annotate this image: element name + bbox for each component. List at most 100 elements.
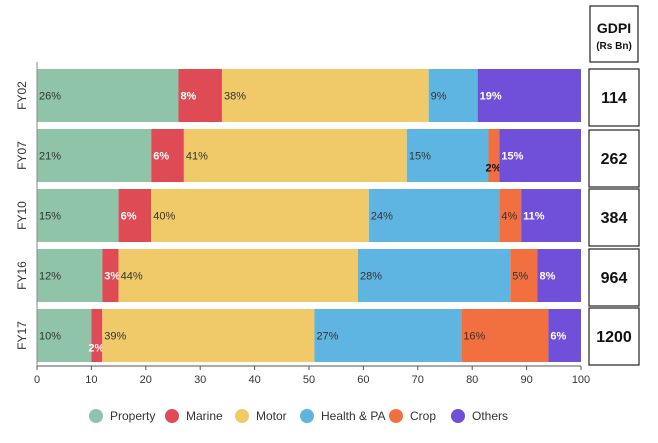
- gdpi-box-fy17: [588, 307, 640, 366]
- data-label-fy16-marine: 3%: [104, 271, 120, 283]
- category-label-fy02: FY02: [15, 81, 29, 110]
- x-tick-label: 10: [85, 374, 97, 386]
- data-label-fy16-others: 8%: [539, 271, 555, 283]
- data-label-fy16-crop: 5%: [512, 271, 528, 283]
- data-label-fy16-motor: 44%: [121, 271, 143, 283]
- data-label-fy17-crop: 16%: [463, 331, 485, 343]
- legend-marker-crop: [389, 409, 403, 423]
- category-label-fy10: FY10: [15, 201, 29, 230]
- legend-marker-motor: [235, 409, 249, 423]
- bar-segment-fy16-health-pa: [357, 249, 511, 302]
- gdpi-header-box: [589, 5, 639, 63]
- data-label-fy10-others: 11%: [523, 211, 545, 223]
- bar-segment-fy10-marine: [118, 189, 152, 242]
- bars-layer: 26% 8% 38% 9% 19%21% 6% 41% 15%2%15%15% 6% 40% 24%…: [37, 69, 581, 362]
- legend-marker-others: [451, 409, 465, 423]
- category-label-fy07: FY07: [15, 141, 29, 170]
- legend-label-health-pa: Health & PA: [321, 409, 385, 423]
- legend-label-crop: Crop: [410, 409, 436, 423]
- data-label-fy10-health-pa: 24%: [371, 211, 393, 223]
- gdpi-value-fy16: 964: [601, 270, 628, 287]
- bar-segment-fy10-health-pa: [368, 189, 500, 242]
- legend-marker-property: [89, 409, 103, 423]
- bar-segment-fy07-marine: [151, 129, 184, 182]
- bar-segment-fy17-health-pa: [314, 309, 462, 362]
- data-label-fy17-motor: 39%: [104, 331, 126, 343]
- bar-segment-fy07-crop: [488, 129, 500, 182]
- bar-segment-fy17-motor: [102, 309, 315, 362]
- gdpi-box-fy02: [588, 68, 640, 127]
- bar-segment-fy02-marine: [178, 69, 222, 122]
- bar-segment-fy02-others: [477, 69, 581, 122]
- data-label-fy17-others: 6%: [550, 331, 566, 343]
- bar-segment-fy17-property: [37, 309, 92, 362]
- gdpi-value-fy07: 262: [601, 151, 628, 168]
- bar-segment-fy10-crop: [499, 189, 522, 242]
- data-label-fy10-marine: 6%: [121, 211, 137, 223]
- gdpi-box-fy10: [588, 188, 640, 247]
- x-tick-label: 60: [357, 374, 369, 386]
- bar-segment-fy02-health-pa: [428, 69, 478, 122]
- category-labels: FY02 FY07 FY10 FY16 FY17: [15, 81, 29, 350]
- x-tick-label: 50: [303, 374, 315, 386]
- data-label-fy16-property: 12%: [39, 271, 61, 283]
- bar-segment-fy07-property: [37, 129, 152, 182]
- bar-segment-fy16-property: [37, 249, 103, 302]
- data-label-fy16-health-pa: 28%: [360, 271, 382, 283]
- x-tick-label: 0: [34, 374, 40, 386]
- gdpi-value-fy10: 384: [601, 210, 628, 227]
- data-label-fy17-property: 10%: [39, 331, 61, 343]
- x-tick-label: 80: [466, 374, 478, 386]
- legend-marker-marine: [165, 409, 179, 423]
- data-label-fy10-property: 15%: [39, 211, 61, 223]
- gdpi-subtitle: (Rs Bn): [596, 41, 632, 52]
- data-label-fy02-motor: 38%: [224, 91, 246, 103]
- bar-segment-fy10-others: [521, 189, 581, 242]
- bar-segment-fy10-property: [37, 189, 119, 242]
- gdpi-panel: GDPI (Rs Bn) 114 262 384 964 1200: [588, 5, 640, 366]
- x-axis: 0 10 20 30 40 50 60 70 80 90 100: [34, 62, 590, 386]
- legend-label-motor: Motor: [256, 409, 287, 423]
- gdpi-box-fy07: [588, 129, 640, 188]
- x-tick-label: 40: [248, 374, 260, 386]
- bar-segment-fy02-property: [37, 69, 179, 122]
- x-tick-label: 70: [412, 374, 424, 386]
- bar-segment-fy07-others: [499, 129, 581, 182]
- data-label-fy07-motor: 41%: [186, 151, 208, 163]
- x-tick-label: 30: [194, 374, 206, 386]
- bar-segment-fy07-motor: [183, 129, 407, 182]
- data-label-fy17-marine: 2%: [88, 343, 104, 355]
- category-label-fy17: FY17: [15, 321, 29, 350]
- bar-segment-fy10-motor: [151, 189, 369, 242]
- data-label-fy17-health-pa: 27%: [316, 331, 338, 343]
- gdpi-box-fy16: [588, 248, 640, 307]
- data-label-fy10-crop: 4%: [501, 211, 517, 223]
- gdpi-value-fy02: 114: [601, 90, 627, 107]
- data-label-fy02-others: 19%: [480, 91, 502, 103]
- bar-segment-fy02-motor: [221, 69, 429, 122]
- legend-label-others: Others: [472, 409, 508, 423]
- gdpi-value-fy17: 1200: [596, 329, 632, 346]
- legend-label-marine: Marine: [186, 409, 223, 423]
- legend: Property Marine Motor Health & PA Crop Others: [89, 409, 508, 423]
- data-label-fy02-health-pa: 9%: [431, 91, 447, 103]
- data-label-fy10-motor: 40%: [153, 211, 175, 223]
- legend-marker-health-pa: [300, 409, 314, 423]
- data-label-fy07-others: 15%: [501, 151, 523, 163]
- bar-segment-fy16-others: [537, 249, 581, 302]
- category-label-fy16: FY16: [15, 261, 29, 290]
- bar-segment-fy16-crop: [510, 249, 538, 302]
- bar-segment-fy17-marine: [91, 309, 103, 362]
- data-label-fy07-marine: 6%: [153, 151, 169, 163]
- bar-segment-fy16-motor: [118, 249, 358, 302]
- data-label-fy07-health-pa: 15%: [409, 151, 431, 163]
- gdpi-title: GDPI: [597, 20, 631, 36]
- bar-segment-fy16-marine: [102, 249, 119, 302]
- bar-segment-fy07-health-pa: [406, 129, 489, 182]
- legend-label-property: Property: [110, 409, 155, 423]
- bar-segment-fy17-crop: [461, 309, 549, 362]
- bar-segment-fy17-others: [548, 309, 581, 362]
- x-tick-label: 20: [140, 374, 152, 386]
- x-tick-label: 90: [520, 374, 532, 386]
